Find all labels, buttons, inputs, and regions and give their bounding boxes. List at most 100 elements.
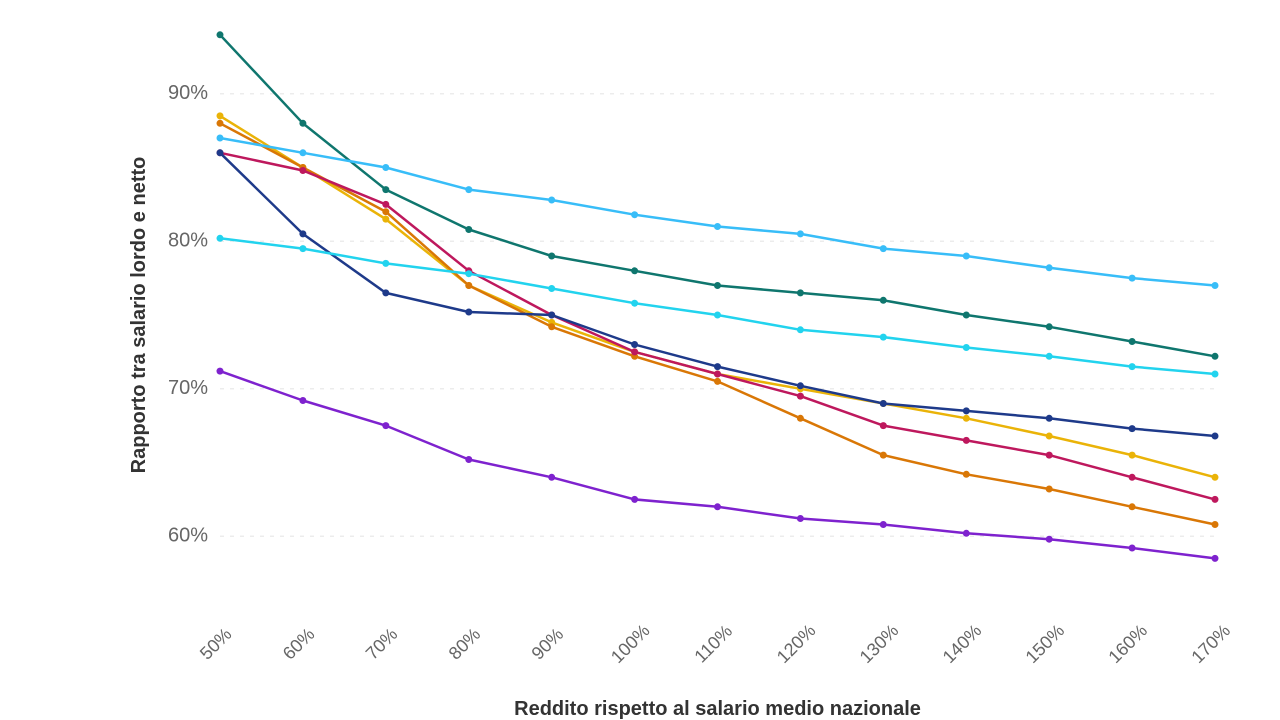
series-line-teal-dark bbox=[220, 35, 1215, 357]
series-marker-sky-blue bbox=[631, 211, 638, 218]
series-marker-cyan bbox=[299, 245, 306, 252]
series-marker-magenta bbox=[1046, 452, 1053, 459]
series-marker-orange bbox=[382, 208, 389, 215]
series-line-orange bbox=[220, 123, 1215, 524]
chart-container: 60%70%80%90%50%60%70%80%90%100%110%120%1… bbox=[0, 0, 1280, 720]
series-marker-sky-blue bbox=[465, 186, 472, 193]
series-marker-orange bbox=[1212, 521, 1219, 528]
series-marker-navy bbox=[1129, 425, 1136, 432]
series-marker-magenta bbox=[382, 201, 389, 208]
series-marker-cyan bbox=[382, 260, 389, 267]
series-marker-orange bbox=[963, 471, 970, 478]
series-marker-purple bbox=[963, 530, 970, 537]
series-marker-teal-dark bbox=[217, 31, 224, 38]
series-marker-teal-dark bbox=[465, 226, 472, 233]
series-marker-navy bbox=[548, 312, 555, 319]
series-marker-yellow bbox=[1046, 433, 1053, 440]
x-tick-label: 150% bbox=[1022, 620, 1069, 667]
series-marker-navy bbox=[631, 341, 638, 348]
series-marker-magenta bbox=[1129, 474, 1136, 481]
y-tick-label: 70% bbox=[168, 377, 208, 399]
series-marker-purple bbox=[382, 422, 389, 429]
series-marker-sky-blue bbox=[797, 230, 804, 237]
series-line-purple bbox=[220, 371, 1215, 558]
y-axis-title: Rapporto tra salario lordo e netto bbox=[128, 157, 150, 474]
series-marker-cyan bbox=[797, 326, 804, 333]
series-marker-yellow bbox=[217, 112, 224, 119]
series-marker-navy bbox=[880, 400, 887, 407]
series-marker-purple bbox=[465, 456, 472, 463]
y-tick-label: 80% bbox=[168, 230, 208, 252]
series-marker-purple bbox=[631, 496, 638, 503]
x-tick-label: 100% bbox=[607, 620, 654, 667]
series-marker-purple bbox=[880, 521, 887, 528]
series-marker-purple bbox=[217, 368, 224, 375]
y-tick-label: 60% bbox=[168, 525, 208, 547]
series-marker-orange bbox=[465, 282, 472, 289]
series-marker-teal-dark bbox=[382, 186, 389, 193]
series-marker-teal-dark bbox=[1129, 338, 1136, 345]
series-marker-magenta bbox=[299, 167, 306, 174]
series-marker-orange bbox=[797, 415, 804, 422]
series-marker-teal-dark bbox=[880, 297, 887, 304]
series-marker-sky-blue bbox=[1046, 264, 1053, 271]
series-marker-teal-dark bbox=[963, 312, 970, 319]
x-tick-label: 50% bbox=[196, 624, 236, 664]
series-marker-navy bbox=[382, 289, 389, 296]
series-marker-teal-dark bbox=[299, 120, 306, 127]
series-marker-navy bbox=[963, 407, 970, 414]
series-marker-navy bbox=[1046, 415, 1053, 422]
series-marker-yellow bbox=[963, 415, 970, 422]
series-marker-orange bbox=[714, 378, 721, 385]
series-marker-sky-blue bbox=[382, 164, 389, 171]
series-marker-teal-dark bbox=[1212, 353, 1219, 360]
series-line-navy bbox=[220, 153, 1215, 436]
x-tick-label: 140% bbox=[939, 620, 986, 667]
series-marker-sky-blue bbox=[1129, 275, 1136, 282]
series-marker-cyan bbox=[631, 300, 638, 307]
series-marker-purple bbox=[1046, 536, 1053, 543]
series-marker-yellow bbox=[382, 216, 389, 223]
x-tick-label: 120% bbox=[773, 620, 820, 667]
series-marker-sky-blue bbox=[548, 197, 555, 204]
series-marker-magenta bbox=[1212, 496, 1219, 503]
series-line-cyan bbox=[220, 238, 1215, 374]
series-marker-sky-blue bbox=[963, 253, 970, 260]
series-marker-navy bbox=[797, 382, 804, 389]
series-marker-cyan bbox=[1212, 371, 1219, 378]
x-tick-label: 70% bbox=[362, 624, 402, 664]
series-marker-magenta bbox=[963, 437, 970, 444]
x-tick-label: 60% bbox=[279, 624, 319, 664]
series-marker-sky-blue bbox=[1212, 282, 1219, 289]
series-marker-cyan bbox=[714, 312, 721, 319]
series-marker-cyan bbox=[465, 270, 472, 277]
series-line-yellow bbox=[220, 116, 1215, 477]
series-marker-purple bbox=[299, 397, 306, 404]
series-marker-teal-dark bbox=[797, 289, 804, 296]
x-tick-label: 110% bbox=[690, 621, 736, 667]
series-marker-purple bbox=[548, 474, 555, 481]
series-marker-orange bbox=[1046, 486, 1053, 493]
series-marker-teal-dark bbox=[714, 282, 721, 289]
line-chart: 60%70%80%90%50%60%70%80%90%100%110%120%1… bbox=[0, 0, 1280, 720]
series-marker-orange bbox=[1129, 503, 1136, 510]
series-marker-teal-dark bbox=[1046, 323, 1053, 330]
series-marker-cyan bbox=[548, 285, 555, 292]
series-marker-cyan bbox=[1129, 363, 1136, 370]
series-marker-sky-blue bbox=[880, 245, 887, 252]
series-marker-purple bbox=[797, 515, 804, 522]
series-marker-orange bbox=[548, 323, 555, 330]
series-marker-purple bbox=[1129, 545, 1136, 552]
x-tick-label: 90% bbox=[528, 624, 568, 664]
series-marker-cyan bbox=[217, 235, 224, 242]
series-marker-purple bbox=[1212, 555, 1219, 562]
series-marker-navy bbox=[217, 149, 224, 156]
series-marker-yellow bbox=[1212, 474, 1219, 481]
series-marker-cyan bbox=[963, 344, 970, 351]
y-tick-label: 90% bbox=[168, 82, 208, 104]
x-tick-label: 170% bbox=[1187, 620, 1234, 667]
series-marker-navy bbox=[1212, 433, 1219, 440]
series-marker-yellow bbox=[1129, 452, 1136, 459]
series-marker-teal-dark bbox=[631, 267, 638, 274]
series-marker-navy bbox=[299, 230, 306, 237]
